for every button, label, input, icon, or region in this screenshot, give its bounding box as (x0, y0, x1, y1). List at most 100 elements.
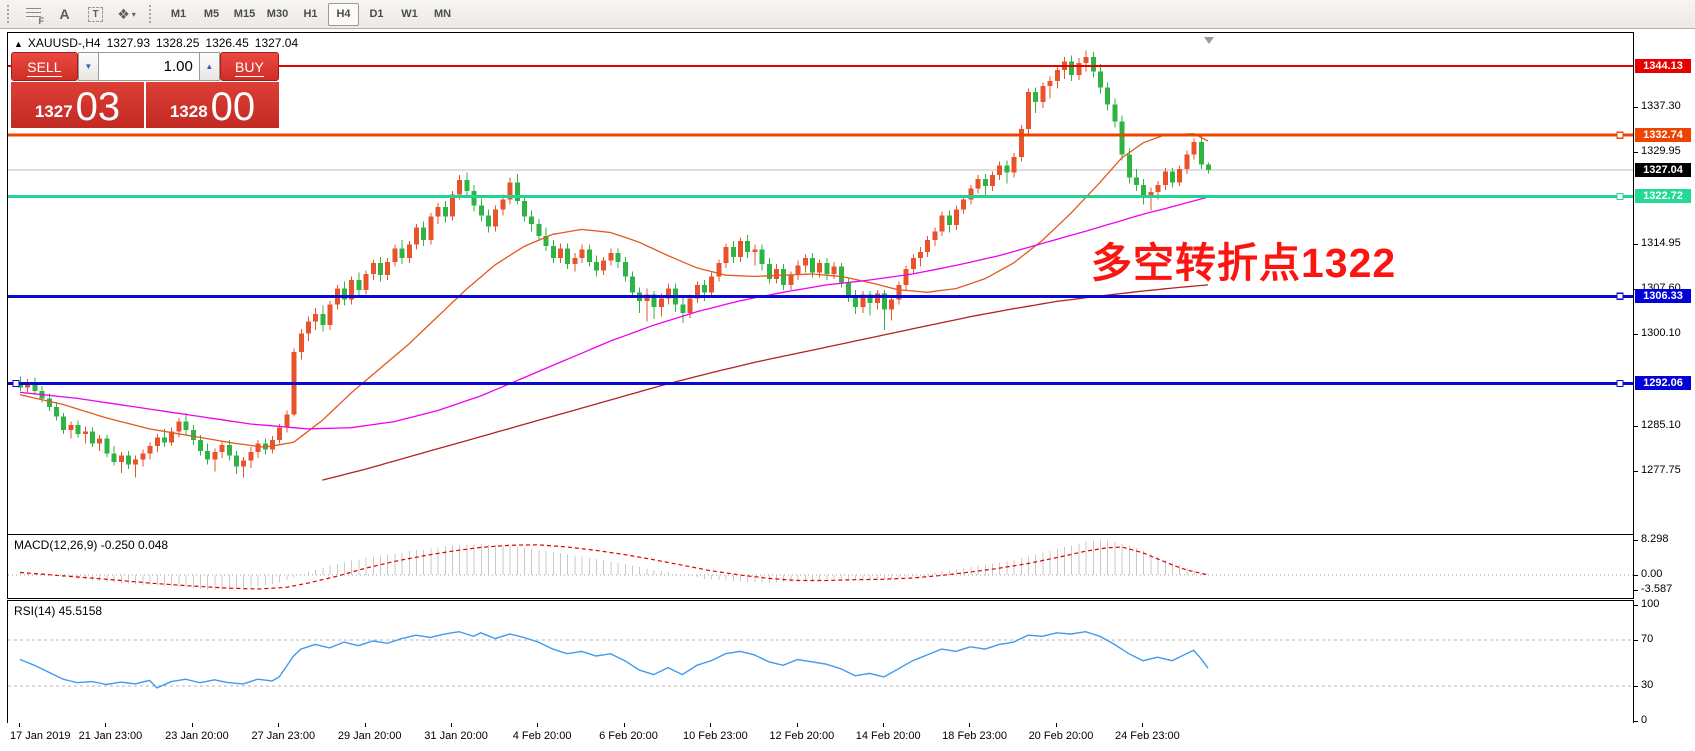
time-tick (364, 723, 366, 727)
text-tool-icon[interactable]: T (82, 3, 109, 26)
time-label-156: 24 Feb 23:00 (1114, 730, 1180, 742)
sell-price-display[interactable]: 1327 03 (11, 82, 144, 128)
dropdown-caret-icon: ▾ (131, 9, 136, 19)
time-tick (1142, 723, 1144, 727)
time-label-96: 10 Feb 23:00 (682, 730, 748, 742)
macd-tick--3.587: -3.587 (1641, 583, 1673, 596)
axis-tick (1634, 539, 1638, 541)
time-label-120: 14 Feb 20:00 (855, 730, 921, 742)
timeframe-toolbar: M1 M5 M15 M30 H1 H4 D1 W1 MN (162, 2, 459, 26)
axis-tick (1634, 686, 1638, 688)
macd-tick-0.00: 0.00 (1641, 568, 1663, 580)
macd-indicator-pane[interactable]: MACD(12,26,9) -0.250 0.048 (7, 534, 1634, 599)
axis-tick (1634, 334, 1638, 336)
buy-button[interactable]: BUY (219, 52, 279, 81)
price-tick-1314.95: 1314.95 (1641, 236, 1681, 249)
chart-shift-marker-icon[interactable] (1204, 37, 1214, 44)
chart-text-annotation[interactable]: 多空转折点1322 (1091, 240, 1397, 286)
timeframe-button-MN[interactable]: MN (433, 7, 452, 20)
candlestick-chart-canvas[interactable] (8, 33, 1633, 532)
timeframe-button-M30[interactable]: M30 (266, 7, 289, 20)
price-tick-1277.75: 1277.75 (1641, 463, 1681, 476)
axis-tick (1634, 590, 1638, 592)
arrows-tool-icon[interactable]: ❖ ▾ (117, 5, 136, 22)
rsi-tick-0: 0 (1641, 714, 1648, 726)
timeframe-button-M5[interactable]: M5 (203, 7, 220, 20)
price-chart-pane[interactable]: ▲ XAUUSD-,H4 1327.93 1328.25 1326.45 1327.04 … (7, 32, 1634, 535)
time-tick (278, 723, 280, 727)
macd-signal-line (19, 544, 1209, 590)
sell-price-base: 1327 (34, 102, 73, 121)
one-click-trading-panel: SELL ▼ ▲ BUY 1327 03 1328 00 (11, 52, 279, 128)
rsi-chart-canvas[interactable] (8, 601, 1633, 721)
time-tick (19, 723, 20, 727)
time-tick (969, 723, 971, 727)
time-axis[interactable]: 17 Jan 2019 21 Jan 23:00 23 Jan 20:00 27 Ja… (7, 723, 1634, 749)
axis-tick (1634, 152, 1638, 154)
timeframe-button-W1[interactable]: W1 (401, 7, 418, 20)
rsi-tick-70: 70 (1641, 632, 1654, 645)
axis-tick (1634, 107, 1638, 109)
chart-ohlc-header: ▲ XAUUSD-,H4 1327.93 1328.25 1326.45 1327.04 (14, 36, 304, 50)
timeframe-button-H4[interactable]: H4 (328, 2, 359, 26)
toolbar-drag-handle[interactable] (7, 5, 11, 23)
chart-collapse-icon[interactable]: ▲ (14, 39, 23, 49)
time-tick (191, 723, 193, 727)
rsi-tick-30: 30 (1641, 679, 1654, 692)
rsi-indicator-label: RSI(14) 45.5158 (14, 604, 103, 618)
time-tick (883, 723, 884, 727)
price-axis[interactable]: 1337.30 1329.95 1314.95 1307.60 1300.10 1285.… (1634, 30, 1695, 751)
time-label-0: 17 Jan 2019 (10, 730, 71, 742)
time-label-60: 31 Jan 20:00 (424, 730, 488, 742)
ma-fast-line (19, 132, 1209, 448)
chart-close-value: 1327.04 (254, 36, 299, 50)
fibonacci-tool-icon[interactable]: F (20, 3, 47, 26)
chart-open-value: 1327.93 (106, 36, 150, 50)
price-tick-1300.10: 1300.10 (1641, 327, 1681, 340)
price-badge-1306.33: 1306.33 (1635, 289, 1691, 304)
time-label-24: 23 Jan 20:00 (165, 730, 229, 742)
time-tick (796, 723, 798, 727)
ma-slow-line (322, 284, 1209, 481)
time-label-84: 6 Feb 20:00 (599, 730, 658, 742)
chart-window: ▲ XAUUSD-,H4 1327.93 1328.25 1326.45 1327.04 … (0, 30, 1695, 751)
trade-panel-quotes: 1327 03 1328 00 (11, 82, 279, 128)
timeframe-button-H1[interactable]: H1 (303, 7, 318, 20)
text-label-tool-icon[interactable]: A (59, 6, 70, 22)
price-tick-1329.95: 1329.95 (1641, 145, 1681, 158)
chart-symbol-label: XAUUSD-,H4 (27, 36, 101, 50)
buy-price-base: 1328 (169, 102, 208, 121)
buy-price-display[interactable]: 1328 00 (146, 82, 279, 128)
macd-tick-8.298: 8.298 (1641, 532, 1669, 545)
axis-tick (1634, 243, 1638, 245)
price-badge-1327.04: 1327.04 (1635, 163, 1691, 177)
rsi-indicator-pane[interactable]: RSI(14) 45.5158 (7, 600, 1634, 724)
volume-decrease-button[interactable]: ▼ (77, 52, 99, 81)
time-tick (537, 723, 539, 727)
macd-chart-canvas[interactable] (8, 535, 1633, 596)
buy-price-digits: 00 (210, 85, 256, 129)
toolbar: F A T ❖ ▾ M1 M5 M15 M30 H1 H4 D1 W1 MN (0, 0, 1695, 29)
axis-tick (1634, 288, 1638, 290)
time-label-12: 21 Jan 23:00 (78, 730, 143, 742)
time-label-144: 20 Feb 20:00 (1028, 730, 1094, 742)
price-tick-1337.30: 1337.30 (1641, 100, 1681, 113)
volume-increase-button[interactable]: ▲ (198, 52, 220, 81)
time-tick (710, 723, 712, 727)
timeframe-button-D1[interactable]: D1 (369, 7, 384, 20)
axis-tick (1634, 575, 1638, 576)
caret-up-icon: ▲ (205, 62, 214, 71)
drawing-tools-group: F A T ❖ ▾ (18, 3, 142, 26)
ma-medium-line (19, 196, 1209, 430)
volume-input[interactable] (98, 52, 199, 81)
price-badge-1292.06: 1292.06 (1635, 376, 1691, 391)
timeframe-drag-handle[interactable] (149, 5, 153, 23)
sell-button[interactable]: SELL (11, 52, 78, 81)
axis-tick (1634, 470, 1638, 472)
timeframe-button-M15[interactable]: M15 (233, 7, 256, 20)
time-tick (451, 723, 452, 727)
time-label-48: 29 Jan 20:00 (337, 730, 402, 742)
price-badge-1344.13: 1344.13 (1635, 58, 1691, 73)
timeframe-button-M1[interactable]: M1 (170, 7, 187, 20)
axis-tick (1634, 605, 1638, 606)
